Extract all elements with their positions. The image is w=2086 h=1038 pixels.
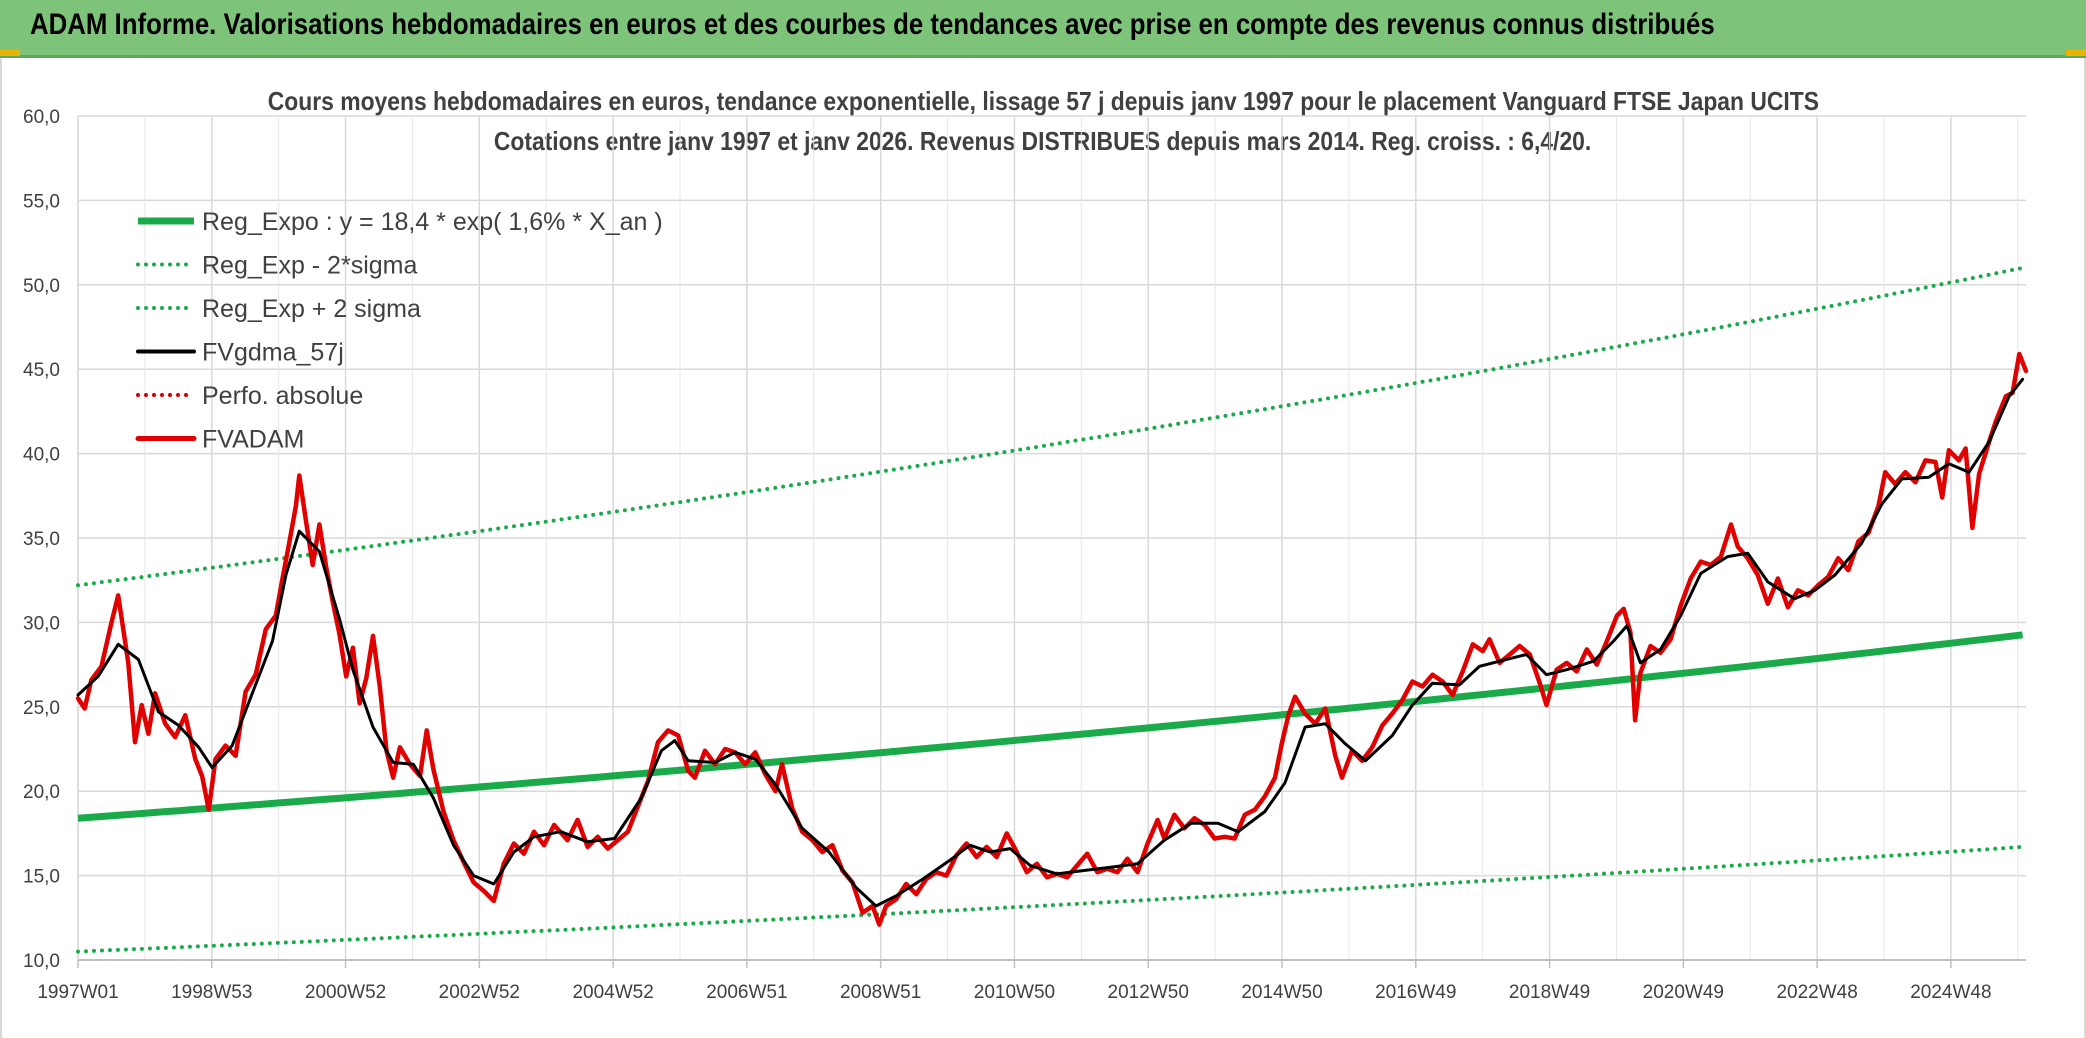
x-tick-label: 2006W51	[706, 982, 787, 1003]
x-tick-label: 2020W49	[1643, 982, 1724, 1003]
y-tick-label: 30,0	[23, 613, 60, 634]
series-line-3	[76, 377, 2025, 908]
x-tick-label: 2022W48	[1776, 982, 1857, 1003]
y-tick-label: 55,0	[23, 191, 60, 212]
y-tick-labels: 60,0 55,0 50,0 45,0 40,0 35,0 30,0 25,0 20,0 15,0…	[23, 107, 60, 972]
y-tick-label: 25,0	[23, 698, 60, 719]
x-tick-label: 2010W50	[974, 982, 1055, 1003]
legend: Reg_Expo : y = 18,4 * exp( 1,6% * X_an )…	[135, 208, 663, 454]
x-tick-label: 2000W52	[305, 982, 386, 1003]
series-line-5	[75, 351, 2029, 927]
report-title: ADAM Informe. Valorisations hebdomadaire…	[30, 8, 1715, 41]
legend-label: Perfo. absolue	[202, 382, 363, 410]
legend-label: Reg_Exp - 2*sigma	[202, 252, 417, 280]
series-line-1	[76, 844, 2025, 954]
banner-accent-left	[0, 50, 20, 56]
y-tick-label: 10,0	[23, 951, 60, 972]
x-tick-label: 1997W01	[37, 982, 118, 1003]
y-tick-label: 15,0	[23, 867, 60, 888]
y-tick-label: 50,0	[23, 276, 60, 297]
legend-label: Reg_Exp + 2 sigma	[202, 295, 421, 323]
x-tick-label: 2016W49	[1375, 982, 1456, 1003]
chart-subtitle: Cotations entre janv 1997 et janv 2026. …	[494, 126, 1592, 156]
legend-label: FVADAM	[202, 426, 304, 454]
x-tick-label: 2004W52	[572, 982, 653, 1003]
gridlines	[77, 115, 2026, 968]
x-tick-label: 2008W51	[840, 982, 921, 1003]
chart-title: Cours moyens hebdomadaires en euros, ten…	[267, 86, 1819, 116]
x-tick-label: 2024W48	[1910, 982, 1991, 1003]
y-tick-label: 60,0	[23, 107, 60, 128]
y-tick-label: 35,0	[23, 529, 60, 550]
series-line-0	[77, 631, 2024, 822]
x-tick-label: 2014W50	[1241, 982, 1322, 1003]
y-tick-label: 20,0	[23, 782, 60, 803]
legend-label: FVgdma_57j	[202, 339, 344, 367]
chart-frame	[0, 58, 2086, 1038]
legend-label: Reg_Expo : y = 18,4 * exp( 1,6% * X_an )	[202, 208, 663, 236]
report-banner: ADAM Informe. Valorisations hebdomadaire…	[0, 0, 2086, 58]
x-tick-label: 2002W52	[439, 982, 520, 1003]
y-tick-label: 45,0	[23, 360, 60, 381]
x-tick-labels: 1997W01 1998W53 2000W52 2002W52 2004W52 2006W…	[37, 982, 1991, 1003]
y-tick-label: 40,0	[23, 445, 60, 466]
x-tick-label: 2012W50	[1108, 982, 1189, 1003]
series-lines	[75, 265, 2029, 954]
x-tick-label: 2018W49	[1509, 982, 1590, 1003]
banner-accent-right	[2066, 50, 2086, 56]
series-line-2	[76, 265, 2025, 588]
x-tick-label: 1998W53	[171, 982, 252, 1003]
